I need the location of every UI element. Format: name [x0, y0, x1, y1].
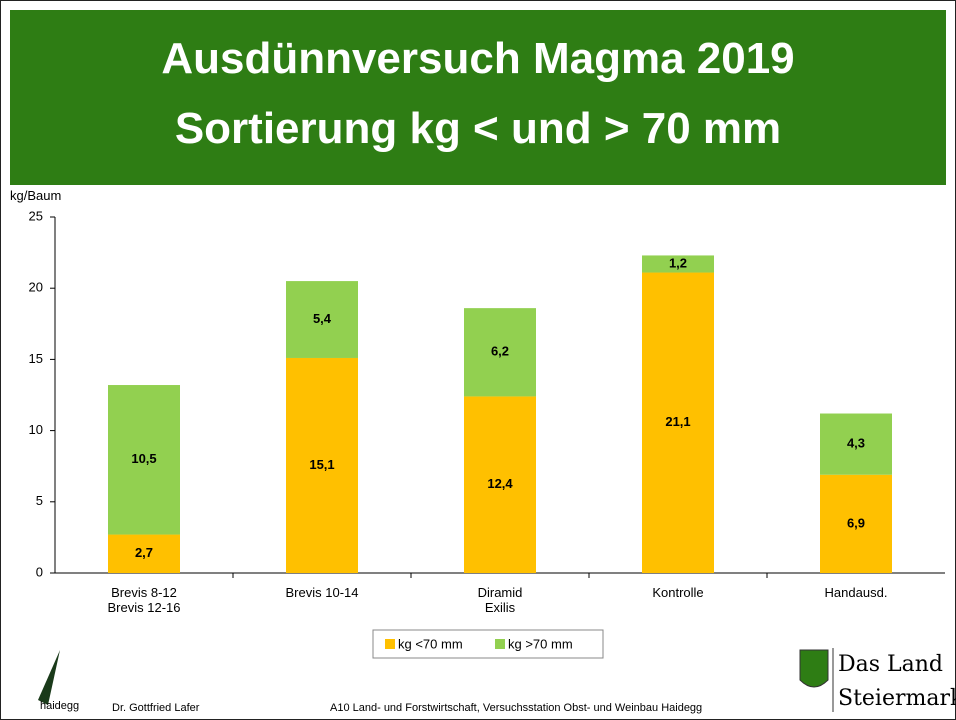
y-tick-label: 25: [29, 208, 43, 223]
y-tick-label: 0: [36, 564, 43, 579]
legend-swatch: [385, 639, 395, 649]
x-tick-label: Brevis 10-14: [237, 585, 407, 600]
x-tick-label: Handausd.: [771, 585, 941, 600]
x-tick-label: Brevis 8-12 Brevis 12-16: [59, 585, 229, 615]
y-tick-label: 5: [36, 493, 43, 508]
value-label: 15,1: [309, 457, 334, 472]
x-tick-label: Diramid Exilis: [415, 585, 585, 615]
brand-line1: Das Land: [838, 652, 943, 677]
logo-mark: [38, 650, 60, 705]
value-label: 5,4: [313, 311, 332, 326]
y-tick-label: 20: [29, 280, 43, 295]
value-label: 1,2: [669, 255, 687, 270]
value-label: 21,1: [665, 414, 690, 429]
value-label: 2,7: [135, 545, 153, 560]
title: Ausdünnversuch Magma 2019: [10, 34, 946, 84]
value-label: 12,4: [487, 476, 513, 491]
value-label: 6,2: [491, 344, 509, 359]
y-axis-label: kg/Baum: [10, 188, 61, 203]
value-label: 10,5: [131, 451, 156, 466]
value-label: 4,3: [847, 436, 865, 451]
value-label: 6,9: [847, 515, 865, 530]
legend-label: kg <70 mm: [398, 636, 463, 651]
crest: [800, 650, 828, 687]
subtitle: Sortierung kg < und > 70 mm: [10, 104, 946, 154]
y-tick-label: 10: [29, 422, 43, 437]
legend-label: kg >70 mm: [508, 636, 573, 651]
y-tick-label: 15: [29, 351, 43, 366]
brand-line2: Steiermark: [838, 686, 956, 711]
legend-swatch: [495, 639, 505, 649]
author: Dr. Gottfried Lafer: [112, 702, 199, 714]
slide: 0 5 10 15 20 25 2,7 10,5 15,1 5,4 12,4 6,2 21,1 1,2 6,…: [0, 0, 956, 720]
logo-text: haidegg: [40, 700, 79, 712]
x-tick-label: Kontrolle: [593, 585, 763, 600]
institution: A10 Land- und Forstwirtschaft, Versuchss…: [330, 702, 702, 714]
